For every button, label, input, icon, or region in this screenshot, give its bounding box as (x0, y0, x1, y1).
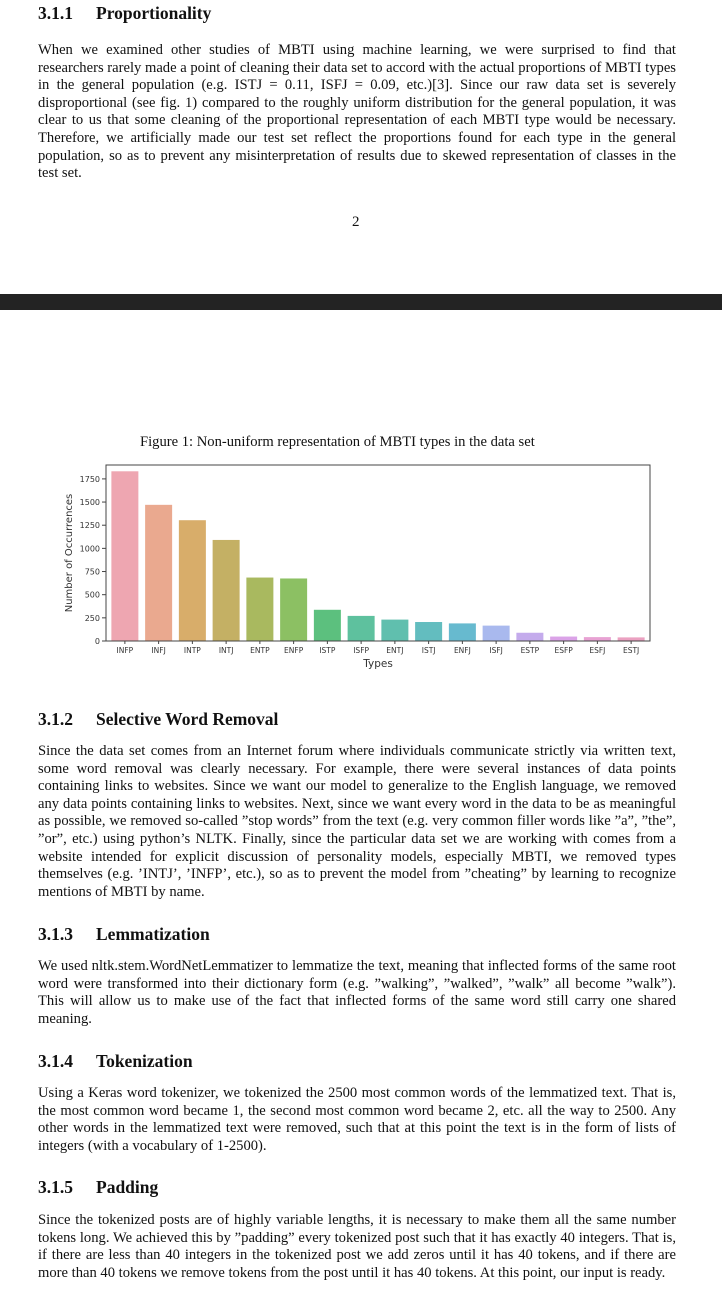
bar-enfj (448, 623, 476, 641)
section-heading-padding: 3.1.5 Padding (38, 1177, 158, 1198)
x-axis-ticks: INFP INFJ INTP INTJ ENTP ENFP ISTP ISFP ENTJ ISTJ… (117, 641, 639, 655)
section-number: 3.1.4 (38, 1051, 73, 1071)
x-tick-label: ISTJ (422, 646, 436, 655)
x-tick-label: ENTP (250, 646, 270, 655)
section-title: Selective Word Removal (96, 709, 279, 729)
y-tick-label: 500 (85, 591, 100, 600)
bar-estp (516, 632, 544, 641)
section-number: 3.1.5 (38, 1177, 73, 1197)
bar-intp (178, 520, 206, 641)
x-tick-label: ISFJ (489, 646, 503, 655)
bar-entj (381, 619, 409, 641)
bars (111, 471, 645, 641)
x-tick-label: ENFJ (454, 646, 471, 655)
bar-isfj (482, 625, 510, 641)
section-body-tokenization: Using a Keras word tokenizer, we tokeniz… (38, 1085, 676, 1154)
y-tick-label: 1250 (80, 521, 100, 530)
figure-caption: Figure 1: Non-uniform representation of … (140, 434, 535, 450)
x-tick-label: ISFP (353, 646, 369, 655)
section-title: Proportionality (96, 3, 212, 23)
section-number: 3.1.2 (38, 709, 73, 729)
bar-esfj (583, 637, 611, 641)
x-tick-label: ESFP (554, 646, 573, 655)
section-body-padding: Since the tokenized posts are of highly … (38, 1212, 676, 1281)
section-number: 3.1.1 (38, 3, 73, 23)
x-tick-label: ISTP (319, 646, 336, 655)
bar-entp (246, 577, 274, 641)
x-axis-label: Types (362, 658, 393, 670)
bar-infj (145, 504, 173, 641)
x-tick-label: ENFP (284, 646, 304, 655)
section-heading-proportionality: 3.1.1 Proportionality (38, 3, 211, 24)
y-axis-label: Number of Occurrences (64, 494, 75, 613)
section-title: Tokenization (96, 1051, 193, 1071)
section-heading-selective-word-removal: 3.1.2 Selective Word Removal (38, 709, 278, 730)
x-tick-label: INFJ (151, 646, 165, 655)
section-title: Padding (96, 1177, 159, 1197)
x-tick-label: INTP (184, 646, 201, 655)
bar-istj (415, 622, 443, 641)
bar-estj (617, 637, 645, 641)
y-tick-label: 1000 (80, 544, 100, 553)
section-heading-lemmatization: 3.1.3 Lemmatization (38, 924, 210, 945)
y-tick-label: 1500 (80, 498, 100, 507)
section-body-lemmatization: We used nltk.stem.WordNetLemmatizer to l… (38, 958, 676, 1027)
x-tick-label: INTJ (219, 646, 234, 655)
x-tick-label: INFP (117, 646, 134, 655)
section-body-selective-word-removal: Since the data set comes from an Interne… (38, 743, 676, 900)
section-body-proportionality: When we examined other studies of MBTI u… (38, 42, 676, 182)
y-tick-label: 250 (85, 614, 100, 623)
y-axis-ticks: 0 250 500 750 1000 1250 1500 1750 (80, 475, 106, 646)
bar-enfp (280, 578, 308, 641)
y-tick-label: 1750 (80, 475, 100, 484)
x-tick-label: ENTJ (386, 646, 403, 655)
page-number: 2 (352, 214, 360, 230)
y-tick-label: 0 (95, 637, 100, 646)
bar-infp (111, 471, 139, 641)
bar-intj (212, 539, 240, 641)
bar-istp (313, 609, 341, 641)
bar-chart: Number of Occurrences 0 250 500 750 1000 1250… (64, 464, 651, 670)
x-tick-label: ESTJ (623, 646, 639, 655)
plot-frame (105, 464, 651, 642)
page-divider (0, 294, 722, 310)
section-title: Lemmatization (96, 924, 210, 944)
x-tick-label: ESFJ (589, 646, 605, 655)
bar-esfp (550, 636, 578, 641)
section-heading-tokenization: 3.1.4 Tokenization (38, 1051, 193, 1072)
section-number: 3.1.3 (38, 924, 73, 944)
bar-isfp (347, 615, 375, 641)
y-tick-label: 750 (85, 568, 100, 577)
x-tick-label: ESTP (521, 646, 540, 655)
